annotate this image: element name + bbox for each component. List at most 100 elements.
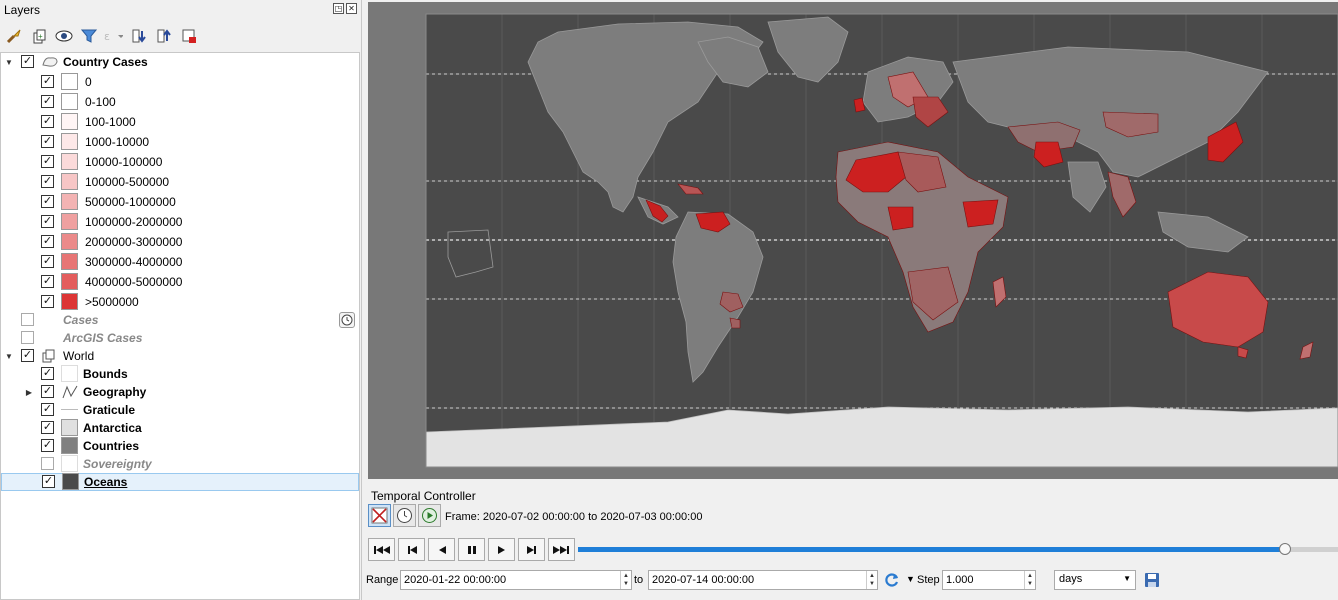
class-checkbox[interactable]: ✓ — [41, 95, 54, 108]
class-checkbox[interactable]: ✓ — [41, 75, 54, 88]
layer-graticule[interactable]: ✓ Graticule — [1, 401, 359, 419]
remove-layer-icon[interactable] — [179, 27, 198, 46]
class-checkbox[interactable]: ✓ — [41, 275, 54, 288]
filter-icon[interactable] — [79, 27, 98, 46]
layer-checkbox[interactable]: ✓ — [41, 367, 54, 380]
layer-bounds[interactable]: ✓ Bounds — [1, 365, 359, 383]
step-unit-select[interactable]: days ▼ — [1054, 570, 1136, 590]
panel-splitter[interactable] — [363, 0, 368, 600]
style-brush-icon[interactable] — [4, 27, 23, 46]
range-start-input[interactable]: 2020-01-22 00:00:00 ▲ ▼ — [400, 570, 632, 590]
layer-checkbox[interactable]: ✓ — [41, 421, 54, 434]
class-checkbox[interactable]: ✓ — [41, 155, 54, 168]
layer-checkbox[interactable] — [41, 457, 54, 470]
svg-text:ε: ε — [104, 30, 110, 43]
class-checkbox[interactable]: ✓ — [41, 175, 54, 188]
layer-checkbox[interactable]: ✓ — [41, 439, 54, 452]
legend-class-row[interactable]: ✓ 500000-1000000 — [1, 193, 359, 211]
range-start-spinner[interactable]: ▲ ▼ — [620, 571, 631, 589]
legend-class-row[interactable]: ✓ 4000000-5000000 — [1, 273, 359, 291]
class-checkbox[interactable]: ✓ — [41, 135, 54, 148]
dropdown-arrow-icon: ▼ — [1123, 574, 1131, 583]
layer-checkbox[interactable]: ✓ — [41, 385, 54, 398]
expand-all-icon[interactable] — [129, 27, 148, 46]
skip-to-end-button[interactable] — [548, 538, 575, 561]
collapse-all-icon[interactable] — [154, 27, 173, 46]
slider-handle[interactable] — [1278, 543, 1291, 555]
layer-geography[interactable]: ▶ ✓ Geography — [1, 383, 359, 401]
legend-class-row[interactable]: ✓ 1000-10000 — [1, 133, 359, 151]
add-group-icon[interactable]: + — [29, 27, 48, 46]
set-range-from-layers-button[interactable] — [882, 570, 902, 590]
class-label: 3000000-4000000 — [85, 255, 183, 269]
temporal-off-button[interactable] — [368, 504, 391, 527]
previous-frame-button[interactable] — [398, 538, 425, 561]
frame-slider[interactable] — [578, 543, 1338, 555]
play-forward-button[interactable] — [488, 538, 515, 561]
temporal-clock-icon[interactable] — [339, 312, 355, 328]
layer-oceans[interactable]: ✓ Oceans — [1, 473, 359, 491]
legend-swatch — [61, 273, 78, 290]
legend-class-row[interactable]: ✓ 100000-500000 — [1, 173, 359, 191]
class-label: 0 — [85, 75, 92, 89]
layer-checkbox[interactable]: ✓ — [41, 403, 54, 416]
layer-cases[interactable]: Cases — [1, 311, 359, 329]
filter-expression-icon[interactable]: ε — [104, 27, 123, 46]
class-label: 4000000-5000000 — [85, 275, 183, 289]
legend-swatch — [61, 193, 78, 210]
map-canvas[interactable] — [368, 2, 1338, 479]
layer-countries[interactable]: ✓ Countries — [1, 437, 359, 455]
step-value-input[interactable]: 1.000 ▲ ▼ — [942, 570, 1036, 590]
export-animation-button[interactable] — [1142, 570, 1162, 590]
layer-checkbox[interactable]: ✓ — [42, 475, 55, 488]
layer-antarctica[interactable]: ✓ Antarctica — [1, 419, 359, 437]
animated-navigation-button[interactable] — [418, 504, 441, 527]
class-checkbox[interactable]: ✓ — [41, 115, 54, 128]
layer-checkbox[interactable]: ✓ — [21, 55, 34, 68]
legend-class-row[interactable]: ✓ 0 — [1, 73, 359, 91]
layer-tree: ▼ ✓ Country Cases ✓ 0 ✓ 0-100 ✓ 100-1000 ✓ 1000… — [0, 52, 360, 600]
chevron-down-icon[interactable]: ▼ — [5, 57, 13, 67]
legend-class-row[interactable]: ✓ 2000000-3000000 — [1, 233, 359, 251]
range-end-spinner[interactable]: ▲ ▼ — [866, 571, 877, 589]
play-back-icon — [438, 545, 446, 554]
layer-checkbox[interactable] — [21, 313, 34, 326]
layer-name: Bounds — [83, 367, 128, 381]
close-panel-icon[interactable]: ✕ — [346, 3, 357, 14]
float-panel-icon[interactable]: ◳ — [333, 3, 344, 14]
legend-class-row[interactable]: ✓ 0-100 — [1, 93, 359, 111]
step-unit-value: days — [1059, 573, 1083, 585]
to-label: to — [634, 574, 644, 586]
layer-checkbox[interactable] — [21, 331, 34, 344]
legend-class-row[interactable]: ✓ 10000-100000 — [1, 153, 359, 171]
next-frame-button[interactable] — [518, 538, 545, 561]
layers-panel: Layers ◳ ✕ + ε — [0, 0, 362, 600]
chevron-right-icon[interactable]: ▶ — [25, 387, 33, 397]
class-checkbox[interactable]: ✓ — [41, 295, 54, 308]
pause-button[interactable] — [458, 538, 485, 561]
range-end-input[interactable]: 2020-07-14 00:00:00 ▲ ▼ — [648, 570, 878, 590]
legend-class-row[interactable]: ✓ 1000000-2000000 — [1, 213, 359, 231]
chevron-down-icon[interactable]: ▼ — [5, 351, 13, 361]
legend-class-row[interactable]: ✓ >5000000 — [1, 293, 359, 311]
step-spinner[interactable]: ▲ ▼ — [1024, 571, 1035, 589]
class-checkbox[interactable]: ✓ — [41, 255, 54, 268]
visibility-eye-icon[interactable] — [54, 27, 73, 46]
class-checkbox[interactable]: ✓ — [41, 215, 54, 228]
fixed-range-button[interactable] — [393, 504, 416, 527]
play-icon — [497, 545, 505, 554]
layer-name: ArcGIS Cases — [63, 331, 143, 345]
legend-class-row[interactable]: ✓ 100-1000 — [1, 113, 359, 131]
class-checkbox[interactable]: ✓ — [41, 235, 54, 248]
caret-down-icon[interactable]: ▼ — [906, 574, 915, 584]
layer-world[interactable]: ▼ ✓ World — [1, 347, 359, 365]
layer-country-cases[interactable]: ▼ ✓ Country Cases — [1, 53, 359, 71]
class-checkbox[interactable]: ✓ — [41, 195, 54, 208]
legend-class-row[interactable]: ✓ 3000000-4000000 — [1, 253, 359, 271]
play-backward-button[interactable] — [428, 538, 455, 561]
layer-checkbox[interactable]: ✓ — [21, 349, 34, 362]
rewind-to-start-button[interactable] — [368, 538, 395, 561]
legend-swatch — [61, 213, 78, 230]
layer-sovereignty[interactable]: Sovereignty — [1, 455, 359, 473]
layer-arcgis-cases[interactable]: ArcGIS Cases — [1, 329, 359, 347]
